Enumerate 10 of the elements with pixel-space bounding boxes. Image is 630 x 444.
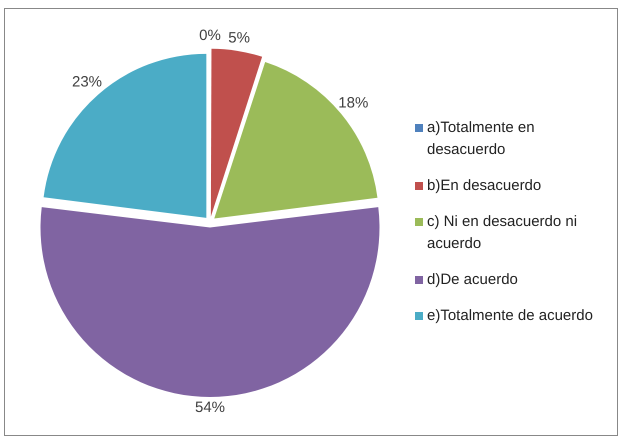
data-label: 5% [228,29,250,46]
legend-label: e)Totalmente de acuerdo [427,306,593,326]
text: 0% [199,27,221,44]
data-label: 23% [72,74,102,91]
legend-label: d)De acuerdo [427,270,518,290]
legend-label: b)En desacuerdo [427,176,542,196]
legend-label: a)Totalmente en desacuerdo [427,118,536,160]
data-label: 54% [194,399,226,416]
legend-label: c) Ni en desacuerdo ni acuerdo [427,212,578,254]
data-label: 18% [338,94,368,112]
